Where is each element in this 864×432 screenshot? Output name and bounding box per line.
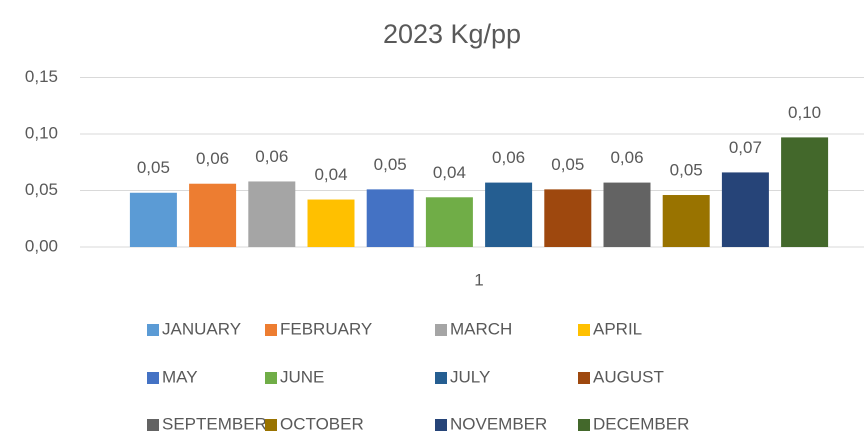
data-label: 0,04 (433, 163, 466, 182)
bar (366, 189, 414, 247)
legend-swatch (147, 324, 159, 336)
bar (485, 182, 533, 247)
legend-label: DECEMBER (593, 414, 689, 432)
data-label: 0,05 (551, 155, 584, 174)
data-label: 0,05 (137, 158, 170, 177)
y-tick-label: 0,15 (25, 67, 58, 86)
legend-label: JANUARY (162, 319, 241, 338)
legend-swatch (435, 419, 447, 431)
bar (129, 192, 177, 247)
legend-swatch (265, 324, 277, 336)
legend-label: AUGUST (593, 367, 664, 386)
legend-label: APRIL (593, 319, 642, 338)
legend-swatch (578, 419, 590, 431)
legend-label: MARCH (450, 319, 512, 338)
data-label: 0,06 (196, 149, 229, 168)
y-tick-label: 0,00 (25, 236, 58, 255)
bar (248, 181, 296, 247)
legend-label: JUNE (280, 367, 324, 386)
legend-label: JULY (450, 367, 490, 386)
bar (544, 189, 592, 247)
data-label: 0,06 (610, 148, 643, 167)
bar (781, 137, 829, 247)
y-tick-label: 0,10 (25, 123, 58, 142)
legend-swatch (578, 372, 590, 384)
legend-label: NOVEMBER (450, 414, 547, 432)
legend-swatch (147, 372, 159, 384)
bar (662, 195, 710, 247)
legend-swatch (578, 324, 590, 336)
chart-title: 2023 Kg/pp (383, 19, 521, 49)
bar (721, 172, 769, 247)
x-tick-label: 1 (474, 270, 483, 289)
data-label: 0,07 (729, 138, 762, 157)
legend-label: SEPTEMBER (162, 414, 267, 432)
y-tick-label: 0,05 (25, 180, 58, 199)
data-label: 0,04 (314, 165, 347, 184)
bar (425, 197, 473, 247)
legend-swatch (265, 372, 277, 384)
bar (307, 199, 355, 247)
data-label: 0,06 (255, 147, 288, 166)
legend-label: MAY (162, 367, 198, 386)
data-label: 0,10 (788, 103, 821, 122)
legend-swatch (435, 324, 447, 336)
legend-label: FEBRUARY (280, 319, 372, 338)
legend-swatch (147, 419, 159, 431)
bar (603, 182, 651, 247)
data-label: 0,06 (492, 148, 525, 167)
legend-label: OCTOBER (280, 414, 364, 432)
legend-swatch (435, 372, 447, 384)
legend-swatch (265, 419, 277, 431)
bar (189, 183, 237, 247)
data-label: 0,05 (670, 161, 703, 180)
data-label: 0,05 (374, 155, 407, 174)
